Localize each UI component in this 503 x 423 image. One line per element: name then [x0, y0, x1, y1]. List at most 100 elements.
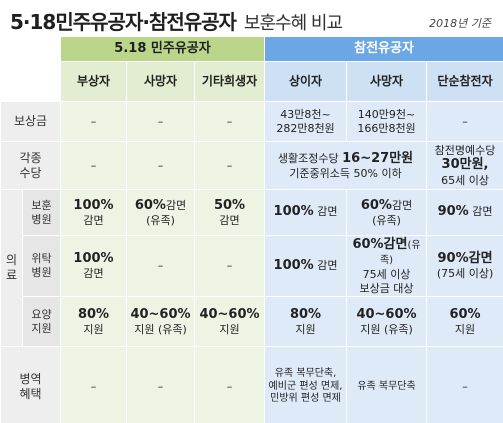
- cell-line: 43만8천~: [280, 107, 331, 121]
- cell: 60%감면 (유족): [126, 189, 195, 236]
- cell: 유족 복무단축, 예비군 편성 면제, 민방위 편성 면제: [264, 346, 348, 423]
- cell-line: 감면: [165, 198, 187, 212]
- label-line: 각종: [19, 150, 42, 165]
- cell: –: [60, 346, 127, 423]
- cell-strong: 30만원,: [441, 157, 489, 173]
- cell-strong: 50%: [213, 197, 246, 213]
- cell-line: 지원: [219, 323, 240, 336]
- cell: –: [426, 101, 503, 142]
- cell-strong: 100%: [273, 204, 314, 220]
- col-header-injured: 부상자: [60, 61, 127, 102]
- cell: –: [126, 346, 195, 423]
- cell: 80% 지원: [264, 296, 348, 348]
- title-main: 5·18민주유공자·참전유공자: [10, 10, 237, 34]
- cell-strong: 60%감면: [352, 237, 408, 252]
- label-line: 의: [5, 253, 18, 268]
- cell-line: 감면: [317, 259, 338, 272]
- cell: 생활조정수당 16~27만원 기준중위소득 50% 이하: [264, 141, 428, 190]
- cell-line: 지원: [295, 323, 316, 336]
- cell: –: [126, 141, 195, 190]
- label-line: 료: [5, 268, 18, 283]
- row-label-contract-hospital: 위탁 병원: [22, 234, 61, 298]
- page-title: 5·18민주유공자·참전유공자 보훈수혜 비교: [10, 6, 343, 35]
- cell-strong: 90%감면: [437, 251, 493, 267]
- corner-cell: [0, 36, 61, 62]
- label-line: 병원: [31, 266, 52, 280]
- cell-line: 민방위 편성 면제: [270, 393, 341, 404]
- cell-line: 지원: [83, 323, 104, 336]
- column-header-row: 부상자 사망자 기타희생자 상이자 사망자 단순참전자: [0, 61, 503, 102]
- cell: 100% 감면: [60, 189, 127, 236]
- comparison-table: 5.18 민주유공자 참전유공자 부상자 사망자 기타희생자 상이자 사망자 단…: [0, 36, 503, 423]
- label-line: 병원: [31, 212, 52, 226]
- cell-line: 감면: [83, 213, 104, 227]
- col-header-other-victims: 기타희생자: [193, 61, 266, 102]
- cell: 40~60% 지원 (유족): [346, 296, 428, 348]
- cell-strong: 100%: [273, 258, 314, 273]
- col-header-simple-veteran: 단순참전자: [426, 61, 503, 102]
- cell: –: [126, 101, 195, 142]
- cell-strong: 80%: [77, 306, 110, 322]
- cell: –: [60, 141, 127, 190]
- cell-line: (75세 이상): [436, 267, 494, 281]
- cell-line: 참전명예수당: [434, 143, 496, 157]
- row-label-compensation: 보상금: [0, 101, 61, 142]
- group-518: 5.18 민주유공자: [59, 36, 266, 62]
- table-row-nursing: 요양 지원 80% 지원 40~60% 지원 (유족) 40~60% 지원 80% 지원 …: [1, 296, 503, 348]
- cell: 60%감면(유족) 75세 이상 보상금 대상: [346, 234, 428, 298]
- row-label-veteran-hospital: 보훈 병원: [22, 189, 61, 236]
- cell: 유족 복무단축: [346, 346, 428, 423]
- table-row-allowance: 각종 수당 – – – 생활조정수당 16~27만원 기준중위소득 50% 이하 참…: [0, 141, 503, 190]
- cell: –: [193, 141, 266, 190]
- cell-strong: 60%: [449, 306, 481, 322]
- cell: 100% 감면: [60, 234, 127, 298]
- corner-cell-2: [0, 61, 61, 102]
- cell-strong: 90%: [437, 204, 469, 220]
- col-header-deceased: 사망자: [126, 61, 195, 102]
- cell-line: 지원 (유족): [134, 323, 187, 336]
- cell-line: (유족): [372, 213, 401, 227]
- cell: 40~60% 지원 (유족): [126, 296, 195, 348]
- cell: 100% 감면: [264, 189, 348, 236]
- cell-strong: 40~60%: [199, 306, 260, 322]
- group-veterans: 참전유공자: [264, 36, 503, 62]
- cell-strong: 60%: [360, 197, 392, 213]
- cell-line: 지원: [454, 323, 476, 336]
- cell-line: 생활조정수당: [277, 151, 339, 165]
- cell-strong: 40~60%: [130, 306, 191, 322]
- label-line: 수당: [19, 165, 42, 180]
- label-line: 병역: [19, 371, 42, 386]
- row-label-allowance: 각종 수당: [0, 141, 61, 190]
- col-header-wounded: 상이자: [264, 61, 348, 102]
- title-bar: 5·18민주유공자·참전유공자 보훈수혜 비교 2018년 기준: [0, 0, 503, 36]
- cell: –: [60, 101, 127, 142]
- cell: 43만8천~ 282만8천원: [264, 101, 348, 142]
- row-label-military: 병역 혜택: [0, 346, 61, 423]
- group-header-row: 5.18 민주유공자 참전유공자: [0, 36, 503, 62]
- table-row-military: 병역 혜택 – – – 유족 복무단축, 예비군 편성 면제, 민방위 편성 면제 유…: [0, 346, 503, 423]
- cell-line: 예비군 편성 면제,: [268, 380, 343, 392]
- cell-line: 65세 이상: [441, 173, 489, 187]
- cell: 60% 지원: [426, 296, 503, 348]
- cell: –: [193, 101, 266, 142]
- cell: 90% 감면: [426, 189, 503, 236]
- cell-line: (유족): [146, 213, 175, 227]
- label-line: 보훈: [31, 198, 52, 212]
- cell: 140만9천~ 166만8천원: [346, 101, 428, 142]
- cell: 50% 감면: [193, 189, 266, 236]
- cell-strong: 100%: [73, 197, 114, 213]
- cell-line: 75세 이상: [362, 267, 411, 281]
- cell-line: 140만9천~: [357, 107, 416, 121]
- cell-strong: 16~27만원: [342, 150, 414, 166]
- cell-line: 지원 (유족): [360, 323, 413, 336]
- cell: 참전명예수당 30만원, 65세 이상: [426, 141, 503, 190]
- cell-line: 감면: [317, 205, 338, 219]
- cell-strong: 60%: [134, 197, 166, 213]
- row-label-nursing: 요양 지원: [22, 296, 61, 348]
- cell: 100% 감면: [264, 234, 348, 298]
- table-row-compensation: 보상금 – – – 43만8천~ 282만8천원 140만9천~ 166만8천원 –: [0, 101, 503, 142]
- cell: 90%감면 (75세 이상): [426, 234, 503, 298]
- cell-line: 감면: [391, 198, 413, 212]
- cell-line: 보상금 대상: [359, 281, 414, 295]
